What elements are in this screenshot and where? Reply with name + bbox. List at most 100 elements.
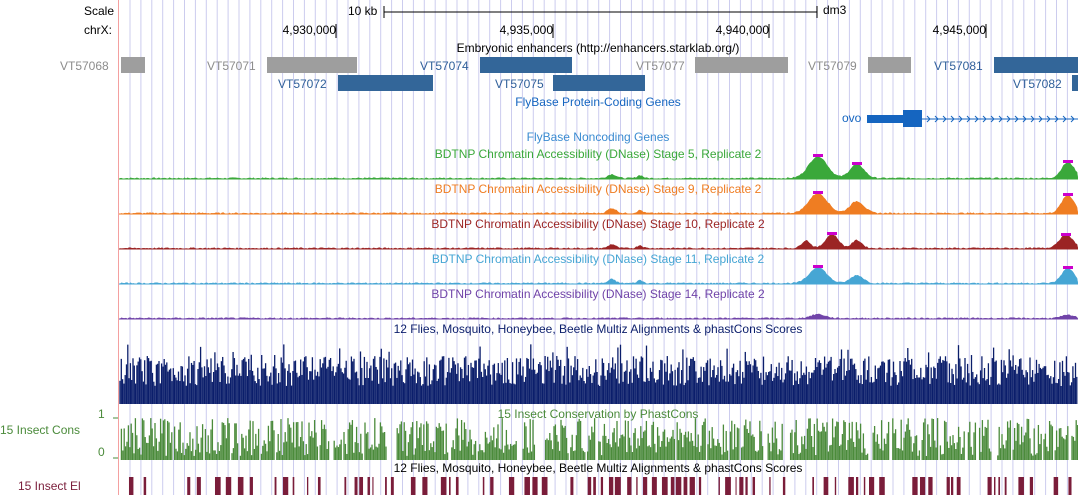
conserved-element [593, 477, 596, 495]
strand-arrow [1062, 115, 1067, 123]
strand-arrow [982, 115, 987, 123]
clipped-peak-marker [827, 232, 837, 235]
enhancer-feature[interactable] [1072, 75, 1078, 91]
insect-cons-track-title[interactable]: 15 Insect Conservation by PhastCons [497, 407, 699, 421]
enhancer-label[interactable]: VT57082 [1013, 77, 1062, 91]
enhancer-label[interactable]: VT57081 [934, 59, 983, 73]
conserved-element [196, 477, 201, 495]
conserved-element [570, 477, 574, 495]
enhancer-feature[interactable] [267, 57, 357, 73]
enhancer-feature[interactable] [868, 57, 911, 73]
strand-arrow [974, 115, 979, 123]
strand-arrow [998, 115, 1003, 123]
conserved-element [440, 477, 447, 495]
enhancer-label[interactable]: VT57075 [495, 77, 544, 91]
strand-arrow [1054, 115, 1059, 123]
conserved-element [683, 477, 688, 495]
dnase-stage5-title[interactable]: BDTNP Chromatin Accessibility (DNase) St… [434, 147, 762, 161]
strand-arrow [1006, 115, 1011, 123]
conserved-element [524, 477, 530, 495]
conserved-element [448, 477, 451, 495]
conserved-element [725, 477, 731, 495]
strand-arrow [934, 115, 939, 123]
conserved-element [600, 477, 604, 495]
conserved-element [410, 477, 416, 495]
insect-cons-axis-max: 1 [98, 407, 105, 421]
assembly-label: dm3 [823, 3, 847, 17]
dnase-stage9-title[interactable]: BDTNP Chromatin Accessibility (DNase) St… [434, 182, 762, 196]
insect-cons-side-label[interactable]: 15 Insect Cons [0, 423, 81, 437]
enhancer-label[interactable]: VT57068 [60, 59, 109, 73]
enhancer-label[interactable]: VT57071 [207, 59, 256, 73]
conserved-element [292, 477, 295, 495]
conserved-element [306, 477, 309, 495]
enhancer-feature[interactable] [695, 57, 788, 73]
conserved-element [879, 477, 885, 495]
gene-label-ovo[interactable]: ovo [842, 111, 862, 125]
conserved-element [187, 477, 191, 495]
gene-exon [903, 110, 922, 127]
conserved-element [508, 477, 515, 495]
conserved-element [1068, 477, 1072, 495]
conserved-element [946, 477, 950, 495]
conserved-element [651, 477, 657, 495]
clipped-peak-marker [813, 154, 823, 157]
conserved-element [1004, 477, 1007, 495]
strand-arrow [1038, 115, 1043, 123]
strand-arrow [1022, 115, 1027, 123]
conserved-element [274, 477, 277, 495]
strand-arrow [950, 115, 955, 123]
clipped-peak-marker [813, 191, 823, 194]
enhancer-feature[interactable] [553, 75, 645, 91]
enhancers-track-title[interactable]: Embryonic enhancers (http://enhancers.st… [456, 41, 740, 55]
strand-arrow [942, 115, 947, 123]
multiz-track-title[interactable]: 12 Flies, Mosquito, Honeybee, Beetle Mul… [393, 322, 803, 336]
enhancer-feature[interactable] [994, 57, 1078, 73]
chrom-label: chrX: [84, 23, 113, 37]
coding-genes-track-title[interactable]: FlyBase Protein-Coding Genes [515, 95, 681, 109]
conserved-element [627, 477, 632, 495]
strand-arrow [1070, 115, 1075, 123]
conserved-element [367, 477, 370, 495]
dnase-stage10-title[interactable]: BDTNP Chromatin Accessibility (DNase) St… [431, 217, 765, 231]
clipped-peak-marker [1063, 266, 1073, 269]
enhancer-label[interactable]: VT57079 [808, 59, 857, 73]
conserved-element [848, 477, 854, 495]
strand-arrow [958, 115, 963, 123]
dnase-stage14-title[interactable]: BDTNP Chromatin Accessibility (DNase) St… [431, 287, 765, 301]
conserved-element [994, 477, 996, 495]
insect-el-side-label[interactable]: 15 Insect El [18, 479, 81, 493]
conserved-element [855, 477, 859, 495]
conserved-element [214, 477, 221, 495]
enhancer-feature[interactable] [121, 57, 145, 73]
conserved-element [455, 477, 459, 495]
scale-bar-label: 10 kb [348, 4, 378, 18]
conserved-element [317, 477, 321, 495]
strand-arrow [966, 115, 971, 123]
dnase-stage11-title[interactable]: BDTNP Chromatin Accessibility (DNase) St… [431, 252, 765, 266]
enhancer-label[interactable]: VT57074 [420, 59, 469, 73]
enhancer-label[interactable]: VT57072 [278, 77, 327, 91]
conserved-element [249, 477, 253, 495]
conserved-element [928, 477, 933, 495]
conserved-element [752, 477, 756, 495]
conserved-element [1029, 477, 1034, 495]
enhancer-feature[interactable] [480, 57, 572, 73]
conserved-element [863, 477, 866, 495]
scale-label: Scale [84, 4, 115, 18]
enhancer-label[interactable]: VT57077 [636, 59, 685, 73]
conserved-element [372, 477, 374, 495]
enhancer-feature[interactable] [338, 75, 433, 91]
conserved-element [532, 477, 538, 495]
conserved-element [956, 477, 961, 495]
conserved-element [670, 477, 675, 495]
conserved-element [608, 477, 614, 495]
conserved-element [823, 477, 829, 495]
strand-arrow [1014, 115, 1019, 123]
position-tick: 4,945,000 [932, 23, 986, 37]
insect-el-track-title[interactable]: 12 Flies, Mosquito, Honeybee, Beetle Mul… [393, 461, 803, 475]
noncoding-genes-track-title[interactable]: FlyBase Noncoding Genes [526, 130, 670, 144]
position-tick: 4,930,000 [282, 23, 336, 37]
